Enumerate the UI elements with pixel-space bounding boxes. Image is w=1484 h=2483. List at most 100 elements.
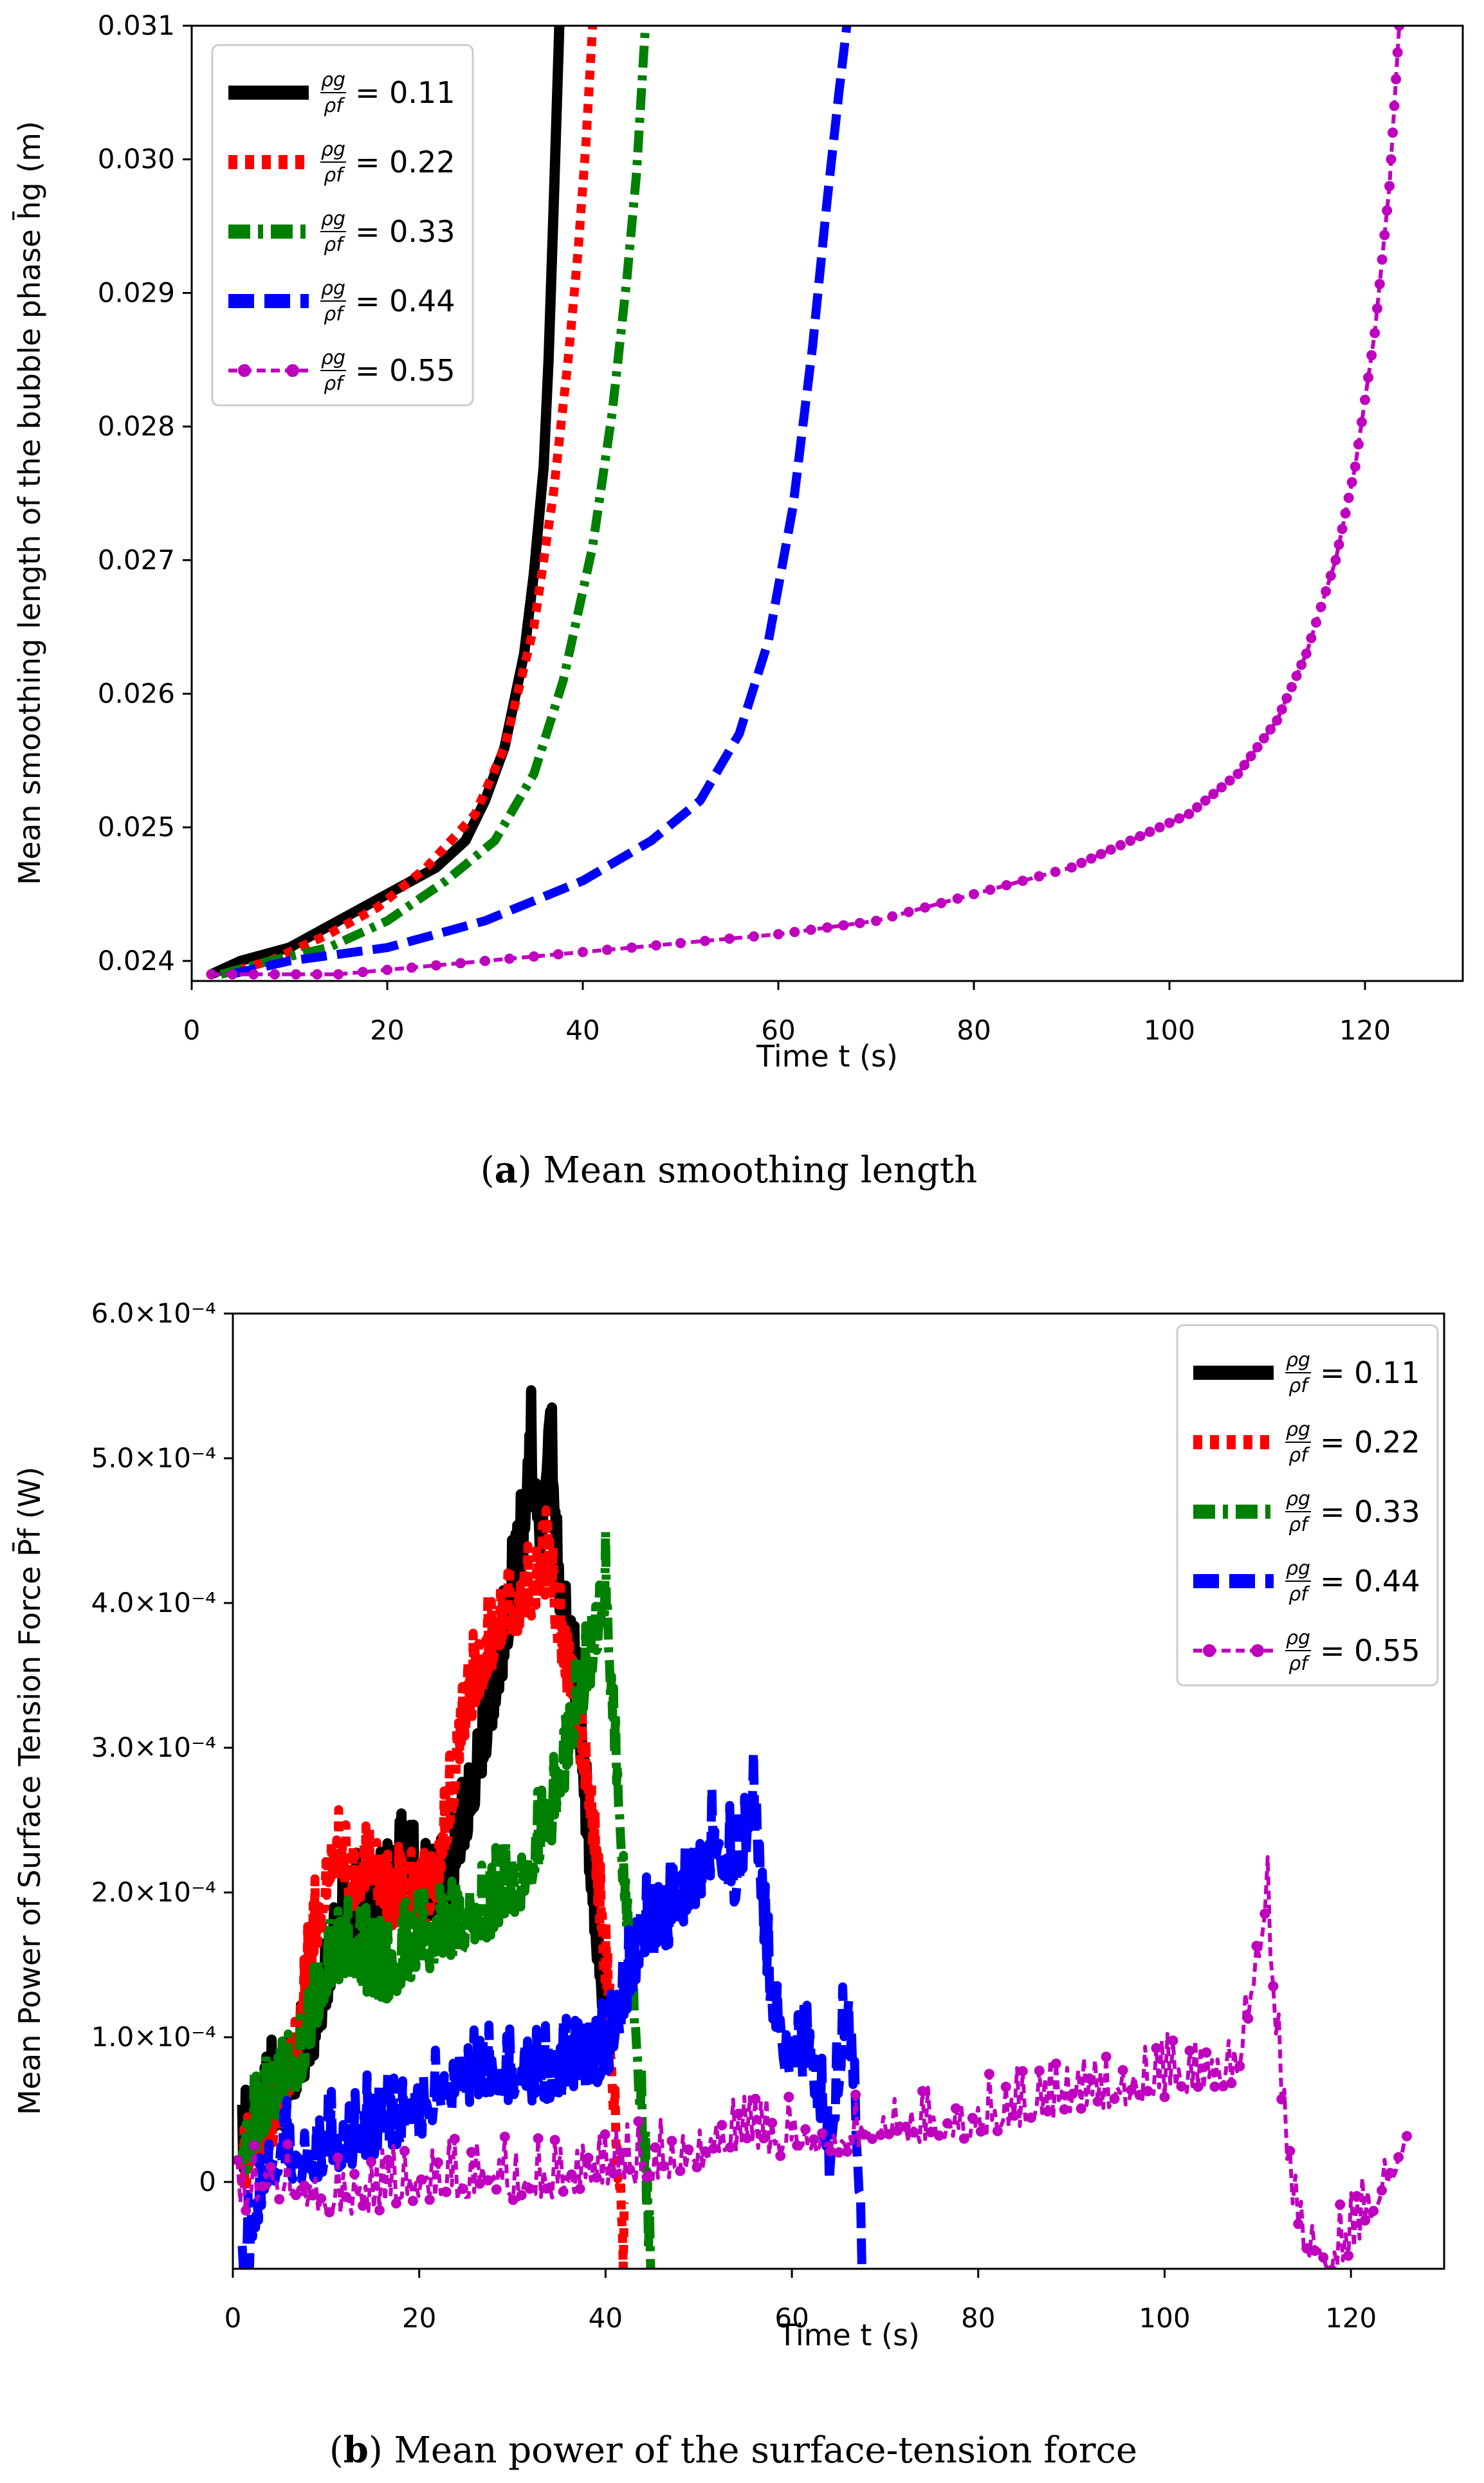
panel-a-series-055-marker [1340,508,1351,519]
panel-b-series-055-marker [1243,2013,1254,2024]
panel-b-series-055-marker [457,2183,468,2194]
panel-a-series-055-marker [1374,279,1385,289]
panel-b-series-055-marker [1193,2081,1204,2092]
panel-a-legend-rho-f: ρf [324,95,345,117]
panel-a-chart: 0 20 40 60 80 100 120 0.024 0.025 0.026 0.027 0.028… [12,10,1464,1191]
panel-b-series-055-marker [742,2133,753,2144]
panel-b-series-055-marker [825,2146,836,2157]
panel-a-series-055-marker [1115,839,1126,850]
panel-b-series-055-marker [984,2069,994,2080]
panel-a-series-055-marker [822,922,832,933]
panel-b-series-055-marker [783,2091,794,2102]
panel-a-series-055-marker [1174,813,1185,824]
panel-b-series-055-marker [449,2134,460,2145]
panel-b-series-055-marker [374,2205,385,2216]
panel-a-series-055-marker [627,942,637,953]
panel-b-legend-item: ρg ρf = 0.55 [1193,1627,1420,1675]
panel-a-series-055-marker [651,940,661,951]
panel-b-series-055-marker [1318,2252,1329,2263]
panel-a-y-tick-label: 0.024 [98,945,175,976]
panel-b-y-tick-label: 5.0×10⁻⁴ [91,1442,216,1474]
panel-a-series-055-marker [1353,439,1364,450]
panel-a-series-055-marker [1001,880,1012,891]
panel-b-series-055-marker [1050,2058,1061,2069]
panel-a-series-055-marker [1192,802,1203,812]
panel-b-series-055-marker [708,2143,719,2154]
panel-b-series-055-marker [333,2152,344,2163]
panel-a-series-055-marker [578,947,588,957]
panel-b-series-055-marker [867,2134,878,2145]
panel-a-series-055-marker [1343,492,1354,503]
panel-b-x-tick-label: 100 [1139,2302,1190,2334]
panel-b-series-055-marker [390,2198,401,2209]
panel-a-legend-item: ρg ρf = 0.44 [228,277,455,325]
panel-a-series-055-marker [887,911,898,922]
panel-b-legend-value: = 0.44 [1320,1564,1420,1599]
panel-a-series-055-marker [1379,230,1390,241]
panel-a-series-055-marker [1333,539,1344,550]
panel-b-legend-rho-g: ρg [1286,1488,1310,1510]
panel-a-legend-value: = 0.11 [355,75,455,110]
panel-b-series-055-marker [299,2180,310,2191]
panel-a-series-055-marker [1325,571,1336,581]
panel-b-caption-letter: b [344,2429,369,2471]
panel-b-legend-rho-f: ρf [1288,1653,1310,1675]
panel-a-series-055-marker [1239,760,1250,771]
panel-a-series-055-marker [1224,775,1235,786]
panel-b-legend-value: = 0.55 [1320,1633,1420,1668]
panel-a-x-tick-label: 100 [1144,1014,1195,1046]
panel-a-x-tick-label: 40 [565,1014,600,1046]
panel-b-legend: ρg ρf = 0.11 ρg ρf = 0.22 ρg ρf = 0.33 ρg ρf = 0.44… [1176,1324,1439,1687]
panel-b-series-055-marker [850,2089,861,2100]
panel-b-series-group [233,1385,1413,2269]
panel-b-y-axis-label: Mean Power of Surface Tension Force P̄f … [12,1467,47,2115]
panel-b-series-055-marker [524,2183,535,2194]
panel-b-series-055-marker [616,2147,627,2158]
panel-b-series-044 [237,1747,866,2269]
panel-b-y-tick-label: 4.0×10⁻⁴ [91,1587,216,1618]
panel-b-series-055-marker [1034,2066,1045,2076]
panel-b-series-055-marker [1293,2219,1304,2230]
panel-b-series-055-marker [817,2128,828,2139]
panel-b-series-055-marker [583,2152,594,2163]
panel-a-series-055-marker [1067,862,1077,873]
panel-b-legend-item: ρg ρf = 0.22 [1193,1418,1420,1467]
panel-a-series-055-marker [1086,853,1097,864]
panel-b-series-055-marker [692,2162,702,2173]
panel-b-series-055-marker [875,2129,886,2140]
panel-b-series-055-marker [800,2124,811,2135]
panel-b-x-tick-label: 80 [961,2302,995,2334]
panel-b-series-055-marker [908,2127,919,2138]
panel-b-y-tick-label: 3.0×10⁻⁴ [91,1732,216,1763]
panel-b-series-055-marker [316,2193,327,2204]
panel-a-y-tick-label: 0.029 [98,277,175,308]
panel-b-series-055-marker [767,2118,778,2129]
panel-b-series-055-marker [1285,2145,1296,2156]
panel-b-series-055-marker [432,2157,443,2168]
panel-b-series-055-marker [1301,2243,1312,2254]
panel-a-series-group [206,26,1405,980]
panel-a-series-055-marker [407,962,417,973]
panel-a-x-tick-label: 20 [370,1014,404,1046]
panel-b-legend-rho-f: ρf [1288,1514,1310,1536]
panel-b-legend-value: = 0.11 [1320,1355,1420,1390]
panel-b-legend-marker [1203,1644,1216,1657]
panel-b-series-055-marker [633,2116,644,2127]
panel-b-series-055-marker [700,2146,711,2157]
panel-a-series-055-marker [1330,554,1341,565]
panel-b-series-055-marker [859,2129,870,2140]
panel-a-series-055-marker [1315,601,1326,612]
panel-a-x-tick-label: 120 [1339,1014,1391,1046]
panel-b-legend-box [1176,1324,1439,1687]
panel-a-legend: ρg ρf = 0.11 ρg ρf = 0.22 ρg ρf = 0.33 ρg ρf = 0.44… [211,44,474,407]
panel-a-series-055-marker [1363,372,1374,383]
panel-a-x-tick-label: 80 [957,1014,991,1046]
panel-b-series-055-marker [365,2156,376,2167]
panel-a-series-055-marker [969,889,979,899]
panel-a-y-tick-label: 0.025 [98,811,175,843]
panel-b-series-055-marker [1402,2130,1413,2141]
panel-a-series-044 [230,26,852,979]
panel-a-x-axis-label: Time t (s) [756,1039,898,1074]
panel-a-series-044-line [230,26,852,979]
panel-b-x-tick-label: 20 [402,2302,436,2334]
